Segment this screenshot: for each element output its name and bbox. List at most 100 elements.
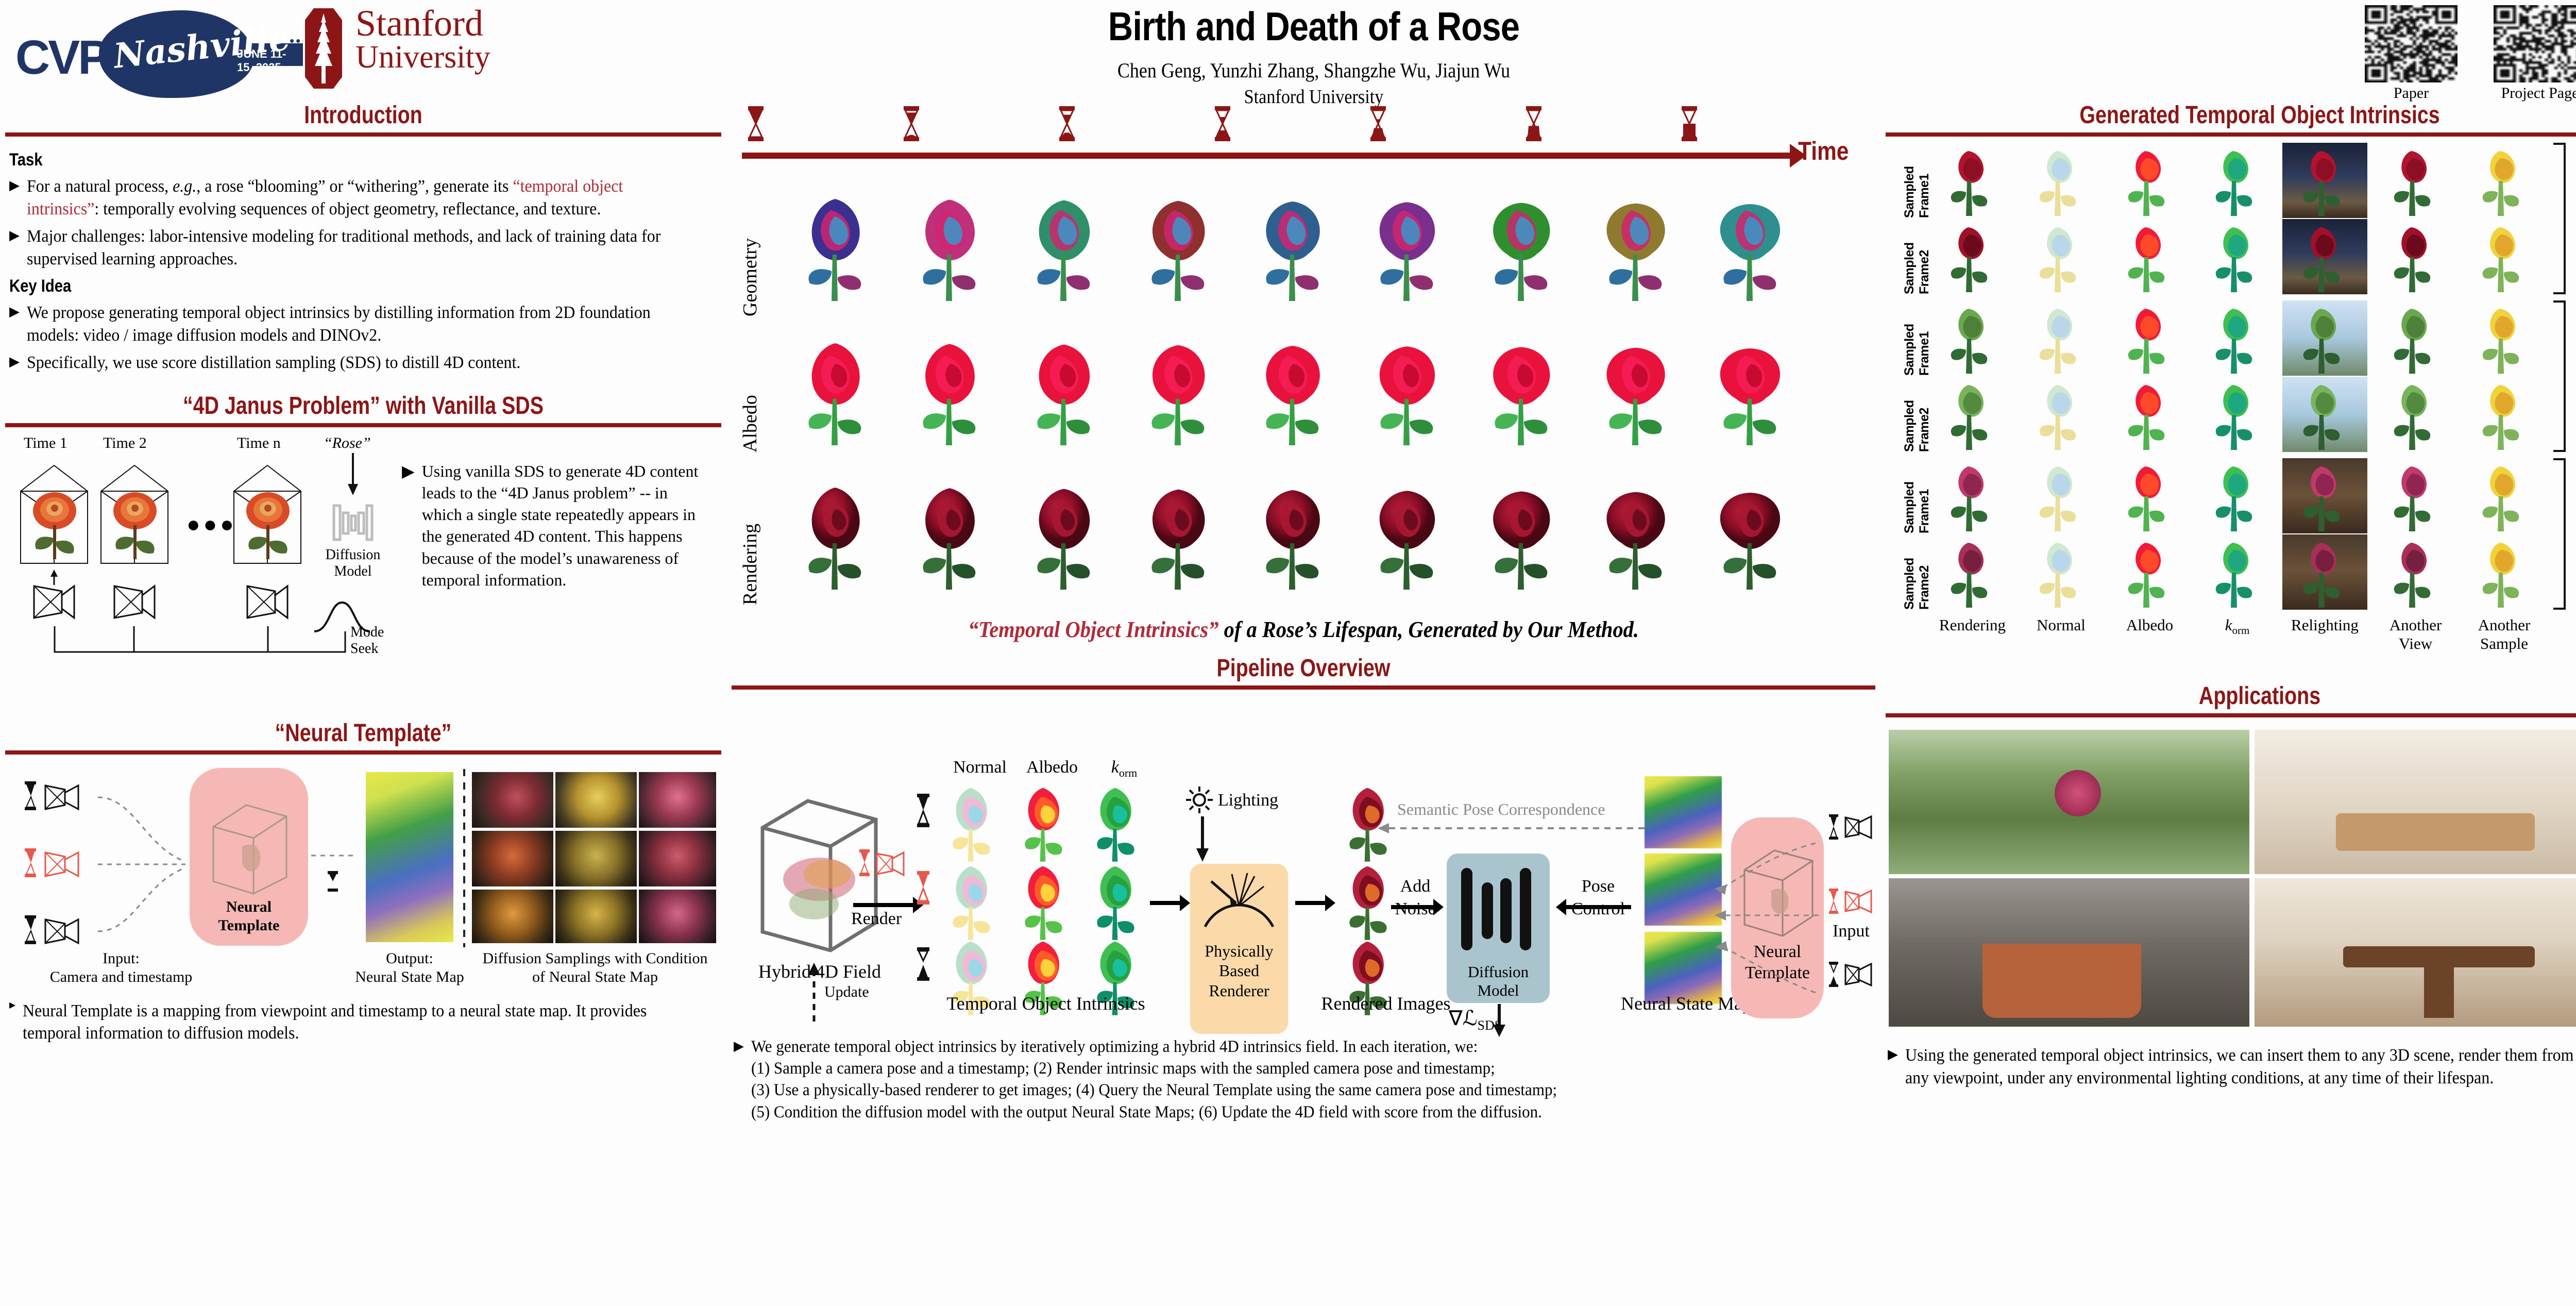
time-arrow-icon (742, 144, 1806, 168)
albedo-cell-1 (781, 323, 889, 451)
diffusion-model-icon (332, 504, 374, 541)
key-idea-subheading: Key Idea (9, 276, 72, 296)
key-bullet-1: ▶ We propose generating temporal object … (9, 302, 717, 346)
neural-template-input-arrows (97, 796, 186, 932)
pipeline-rendered-thumb-3 (1334, 935, 1400, 1017)
stanford-line1: Stanford (355, 3, 483, 44)
diffusion-sample-image (472, 772, 553, 828)
row-label-albedo: Albedo (739, 395, 761, 453)
key-bullet-1-text: We propose generating temporal object in… (27, 303, 651, 345)
geometry-cell-9 (1696, 178, 1804, 307)
applications-heading: Applications (2198, 682, 2321, 710)
pipeline-albedo-thumb-2 (1010, 860, 1076, 942)
pipeline-normal-thumb-3 (938, 935, 1004, 1017)
mid-caption-rest: of a Rose’s Lifespan, Generated by Our M… (1218, 617, 1639, 642)
add-noise-label: Add Noise (1395, 877, 1436, 919)
pipeline-bullet-0: We generate temporal object intrinsics b… (751, 1037, 1478, 1056)
result-cell-r4-c2 (2019, 377, 2104, 452)
neural-template-input-caption: Input: Camera and timestamp (49, 949, 193, 986)
result-row-label-5: Sampled Frame1 (1902, 481, 1931, 533)
result-cell-r5-c4 (2195, 458, 2280, 533)
result-cell-r6-c4 (2195, 534, 2280, 610)
page-title: Birth and Death of a Rose (1108, 4, 1520, 49)
result-column-label-5: Relighting (2291, 616, 2359, 634)
result-cell-r6-c7 (2462, 534, 2547, 610)
sds-down-arrow (1493, 1004, 1505, 1037)
stanford-tree-icon (299, 5, 348, 92)
result-cell-r3-c2 (2019, 300, 2104, 376)
pipeline-rule (732, 685, 1875, 690)
janus-rule (5, 423, 721, 427)
neural-template-bullet: ▶ Neural Template is a mapping from view… (9, 1000, 718, 1045)
rendering-cell-2 (895, 467, 1004, 596)
time-axis-label: Time (1798, 137, 1849, 165)
tb1-mid: , a rose “blooming” or “withering”, gene… (196, 177, 513, 196)
diffusion-sample-image (555, 889, 637, 943)
result-row-label-3: Sampled Frame1 (1902, 324, 1931, 376)
result-cell-r5-c6 (2373, 458, 2458, 533)
physically-based-renderer-box (1190, 864, 1288, 1034)
row-label-geometry: Geometry (739, 238, 761, 316)
result-cell-r4-c5 (2282, 377, 2367, 452)
hourglass-icon-2 (902, 106, 921, 141)
hybrid-4d-field-cube-icon (760, 799, 878, 952)
diffusion-samplings-caption: Diffusion Samplings with Condition of Ne… (482, 949, 708, 986)
neural-template-output-caption: Output: Neural State Map (355, 949, 464, 986)
diffusion-sample-image (555, 830, 637, 886)
result-cell-r2-c4 (2195, 219, 2280, 294)
neural-state-map-3 (1645, 932, 1722, 1004)
bullet-triangle-icon: ▶ (1888, 1046, 1898, 1062)
stanford-wordmark: Stanford University (355, 5, 490, 73)
cvpr-date: JUNE 11-15, 2025 (237, 47, 286, 74)
lighting-down-arrow (1196, 816, 1209, 862)
geometry-cell-7 (1467, 178, 1575, 307)
applications-bullet: ▶ Using the generated temporal object in… (1886, 1044, 2576, 1089)
pipeline-korm-thumb-3 (1082, 935, 1148, 1017)
result-cell-r5-c1 (1930, 458, 2015, 533)
tb1-post: : temporally evolving sequences of objec… (94, 199, 601, 219)
rendering-cell-6 (1353, 467, 1461, 596)
add-noise-arrow (1391, 899, 1444, 915)
diffusion-sample-image (472, 889, 553, 943)
to-pbr-arrow (1150, 895, 1190, 911)
time-axis: Time (732, 101, 1875, 168)
result-cell-r1-c4 (2195, 143, 2280, 218)
qr-code-area: Paper Project Page (2365, 3, 2576, 102)
janus-time-label-2: Time 2 (103, 434, 147, 451)
geometry-cell-2 (895, 178, 1004, 307)
semantic-pose-label: Semantic Pose Correspondence (1397, 800, 1605, 818)
result-cell-r3-c7 (2462, 300, 2547, 376)
diffusion-sample-image (639, 772, 716, 828)
project-page-qr-icon[interactable] (2494, 5, 2576, 82)
result-cell-r4-c4 (2195, 377, 2280, 452)
result-cell-r4-c6 (2373, 377, 2458, 452)
result-cell-r6-c5 (2282, 534, 2367, 610)
neural-template-output-arrow (311, 855, 355, 892)
hourglass-camera-pair-2 (25, 848, 79, 878)
pose-control-label: Pose Control (1571, 877, 1625, 919)
pipeline-korm-thumb-2 (1082, 860, 1148, 942)
geometry-cell-8 (1582, 178, 1690, 307)
cvpr-logo: CVPR Nashville JUNE 11-15, 2025 ••• (11, 6, 320, 98)
result-row-label-2: Sampled Frame2 (1902, 242, 1931, 294)
paper-qr-icon[interactable] (2365, 5, 2458, 82)
sds-loss-label: ∇ℒSDS (1449, 1007, 1502, 1033)
diffusion-sample-image (639, 830, 716, 886)
result-cell-r3-c5 (2282, 300, 2367, 376)
key-bullet-2: ▶ Specifically, we use score distillatio… (9, 351, 717, 374)
render-hourglass-camera-icon (859, 849, 905, 877)
result-cell-r2-c2 (2019, 219, 2104, 294)
cvpr-wordmark: CVPR (15, 30, 142, 84)
bullet-triangle-icon: ▶ (734, 1038, 744, 1053)
left-column: Introduction Task ▶ For a natural proces… (5, 101, 721, 1043)
result-cell-r2-c6 (2373, 219, 2458, 294)
mid-caption: “Temporal Object Intrinsics” of a Rose’s… (777, 616, 1829, 643)
pbr-label: Physically Based Renderer (1205, 942, 1274, 1000)
pipeline-heading: Pipeline Overview (1216, 655, 1391, 682)
rose-illustration (33, 492, 76, 559)
applications-bullet-text: Using the generated temporal object intr… (1905, 1046, 2574, 1087)
result-cell-r5-c2 (2019, 458, 2104, 533)
result-cell-r1-c1 (1930, 143, 2015, 218)
rendering-cell-3 (1010, 467, 1118, 596)
pipeline-nt-cube-icon (1743, 849, 1814, 937)
